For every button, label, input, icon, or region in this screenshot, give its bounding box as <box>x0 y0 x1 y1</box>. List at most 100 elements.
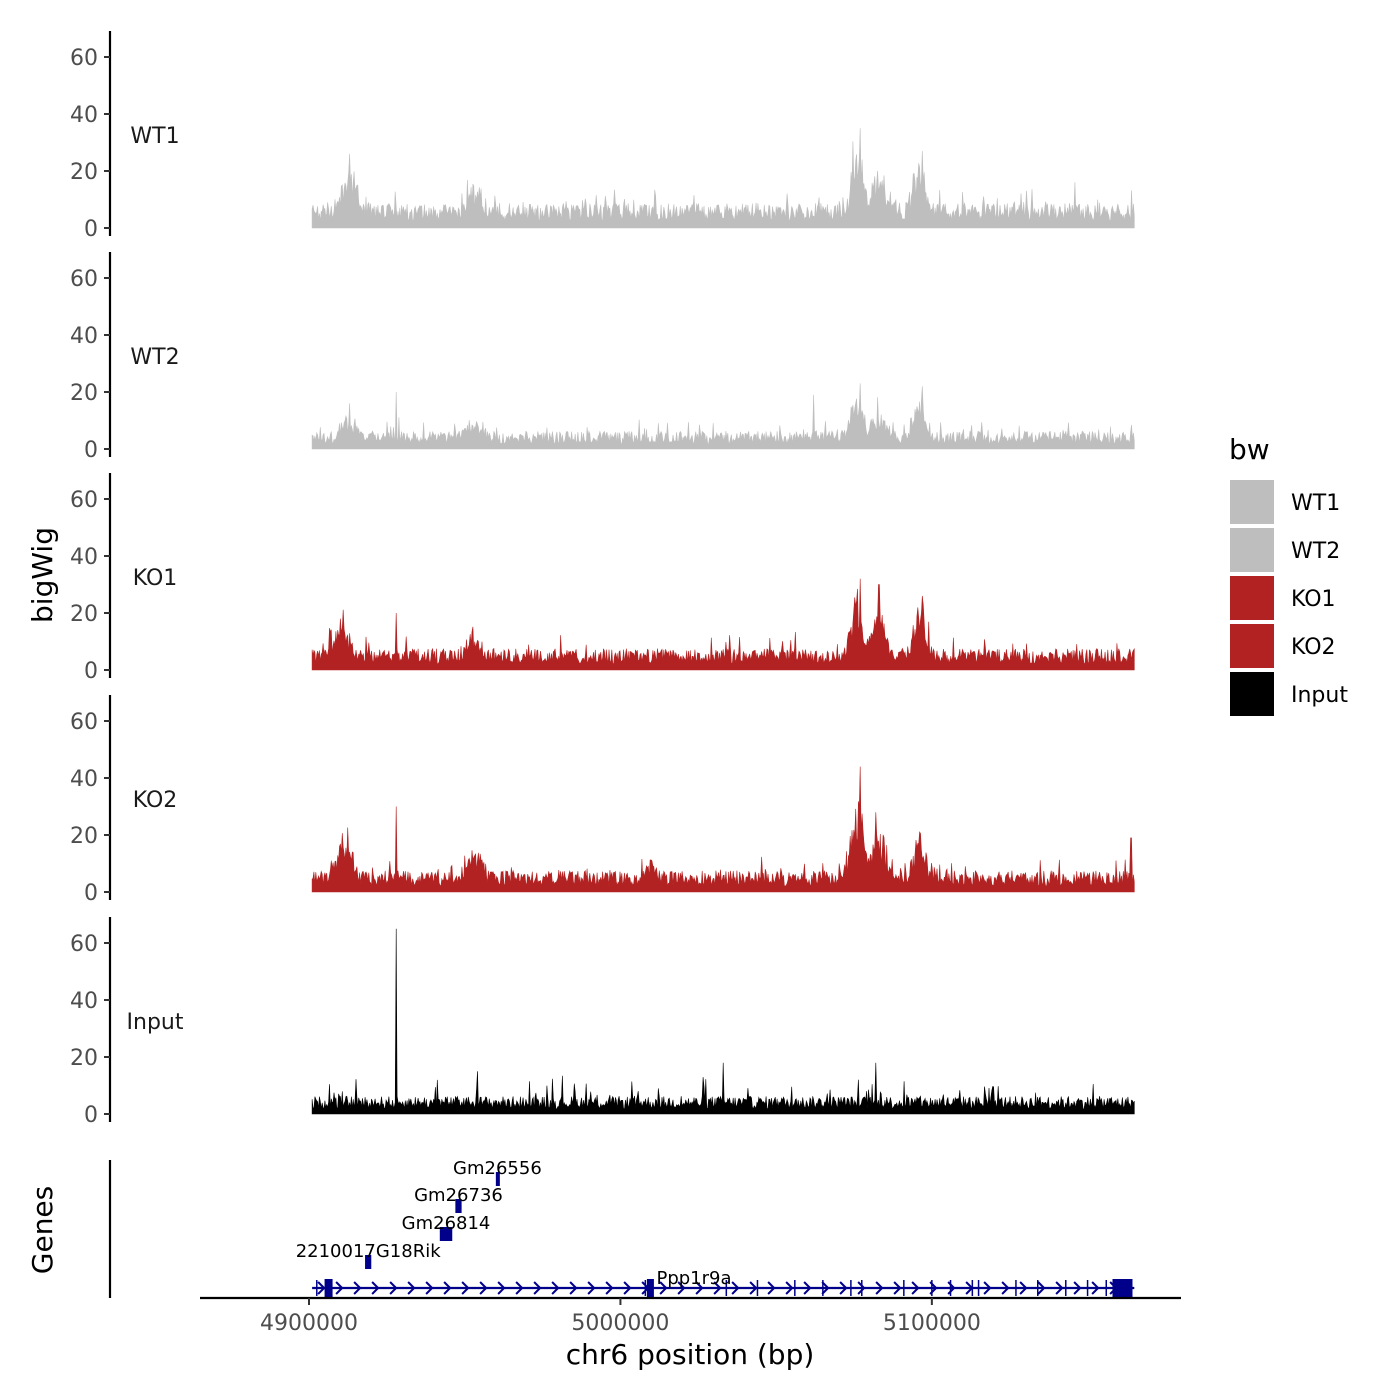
track-Input: 0 20 40 60 Input <box>70 917 1135 1128</box>
track-label: KO2 <box>133 788 178 813</box>
gene-Gm26556: Gm26556 <box>453 1158 542 1186</box>
strand-arrow <box>821 1281 830 1295</box>
gene-Gm26814: Gm26814 <box>402 1213 491 1241</box>
legend-label-WT2: WT2 <box>1291 539 1340 564</box>
y-tick-label: 20 <box>70 602 98 627</box>
legend-key-WT1 <box>1230 480 1274 524</box>
exon-block <box>1112 1279 1133 1297</box>
signal-area-KO1 <box>311 578 1135 671</box>
gene-block <box>495 1172 500 1186</box>
strand-arrow <box>857 1281 866 1295</box>
strand-arrow <box>569 1281 578 1295</box>
track-KO2: 0 20 40 60 KO2 <box>70 695 1135 906</box>
y-tick-label: 40 <box>70 767 98 792</box>
gene-block <box>439 1227 453 1241</box>
gene-Ppp1r9a: Ppp1r9a <box>312 1268 1135 1297</box>
strand-arrow <box>551 1281 560 1295</box>
y-tick-label: 20 <box>70 160 98 185</box>
track-label: WT2 <box>130 345 179 370</box>
y-tick-label: 60 <box>70 46 98 71</box>
gene-track: Gm26556 Gm26736 Gm26814 2210017G18Rik Ppp1r9… <box>108 1158 1135 1298</box>
gene-block <box>365 1255 372 1269</box>
legend-title: bw <box>1229 433 1270 466</box>
y-tick-label: 40 <box>70 324 98 349</box>
strand-arrow <box>443 1281 452 1295</box>
signal-tracks: 0 20 40 60 WT1 0 20 40 60 WT2 0 20 40 60 KO1 0 20 40 60 KO2… <box>70 31 1135 1128</box>
signal-area-KO2 <box>311 766 1135 893</box>
track-label: KO1 <box>133 566 178 591</box>
strand-arrow <box>461 1281 470 1295</box>
strand-arrow <box>983 1281 992 1295</box>
y-tick-label: 60 <box>70 932 98 957</box>
strand-arrow <box>659 1281 668 1295</box>
strand-arrow <box>1055 1281 1064 1295</box>
legend-label-KO2: KO2 <box>1291 635 1336 660</box>
legend-key-KO1 <box>1230 576 1274 620</box>
strand-arrow <box>1001 1281 1010 1295</box>
x-tick-label: 5000000 <box>571 1311 669 1336</box>
track-WT2: 0 20 40 60 WT2 <box>70 252 1135 463</box>
strand-arrow <box>515 1281 524 1295</box>
strand-arrow <box>695 1281 704 1295</box>
gene-Gm26736: Gm26736 <box>414 1185 503 1213</box>
exon-block <box>324 1279 333 1297</box>
strand-arrow <box>1037 1281 1046 1295</box>
strand-arrow <box>911 1281 920 1295</box>
legend-key-WT2 <box>1230 528 1274 572</box>
strand-arrow <box>605 1281 614 1295</box>
gene-2210017G18Rik: 2210017G18Rik <box>296 1241 442 1269</box>
gene-label: Gm26556 <box>453 1158 542 1179</box>
legend-key-Input <box>1230 672 1274 716</box>
gene-label: Gm26814 <box>402 1213 491 1234</box>
strand-arrow <box>533 1281 542 1295</box>
strand-arrow <box>677 1281 686 1295</box>
strand-arrow <box>335 1281 344 1295</box>
strand-arrow <box>353 1281 362 1295</box>
strand-arrow <box>1091 1281 1100 1295</box>
y-tick-label: 60 <box>70 267 98 292</box>
strand-arrow <box>893 1281 902 1295</box>
strand-arrow <box>803 1281 812 1295</box>
x-tick-label: 5100000 <box>883 1311 981 1336</box>
y-tick-label: 20 <box>70 1046 98 1071</box>
y-axis-title: bigWig <box>26 527 59 623</box>
x-axis: 4900000 5000000 5100000 <box>200 1296 1181 1336</box>
y-tick-label: 0 <box>84 217 98 242</box>
strand-arrow <box>389 1281 398 1295</box>
strand-arrow <box>875 1281 884 1295</box>
strand-arrow <box>749 1281 758 1295</box>
legend-label-WT1: WT1 <box>1291 491 1340 516</box>
gene-label: 2210017G18Rik <box>296 1241 442 1262</box>
strand-arrow <box>731 1281 740 1295</box>
x-axis-title: chr6 position (bp) <box>566 1338 815 1371</box>
legend: bw WT1 WT2 KO1 KO2 Input <box>1229 433 1348 716</box>
strand-arrow <box>587 1281 596 1295</box>
y-tick-label: 40 <box>70 989 98 1014</box>
legend-label-Input: Input <box>1291 683 1348 708</box>
y-tick-label: 20 <box>70 381 98 406</box>
track-WT1: 0 20 40 60 WT1 <box>70 31 1135 242</box>
signal-area-WT1 <box>311 128 1135 229</box>
gene-label: Ppp1r9a <box>656 1268 731 1289</box>
strand-arrow <box>785 1281 794 1295</box>
signal-area-WT2 <box>311 383 1135 450</box>
y-tick-label: 0 <box>84 1103 98 1128</box>
strand-arrow <box>479 1281 488 1295</box>
strand-arrow <box>1019 1281 1028 1295</box>
strand-arrow <box>317 1281 326 1295</box>
gene-block <box>455 1199 462 1213</box>
y-tick-label: 0 <box>84 659 98 684</box>
track-label: Input <box>127 1010 184 1035</box>
strand-arrow <box>425 1281 434 1295</box>
y-tick-label: 60 <box>70 488 98 513</box>
strand-arrow <box>407 1281 416 1295</box>
signal-area-Input <box>311 928 1135 1115</box>
y-tick-label: 0 <box>84 881 98 906</box>
strand-arrow <box>767 1281 776 1295</box>
x-tick-label: 4900000 <box>260 1311 358 1336</box>
strand-arrow <box>623 1281 632 1295</box>
track-label: WT1 <box>130 124 179 149</box>
gene-label: Gm26736 <box>414 1185 503 1206</box>
exon-block <box>646 1279 654 1297</box>
